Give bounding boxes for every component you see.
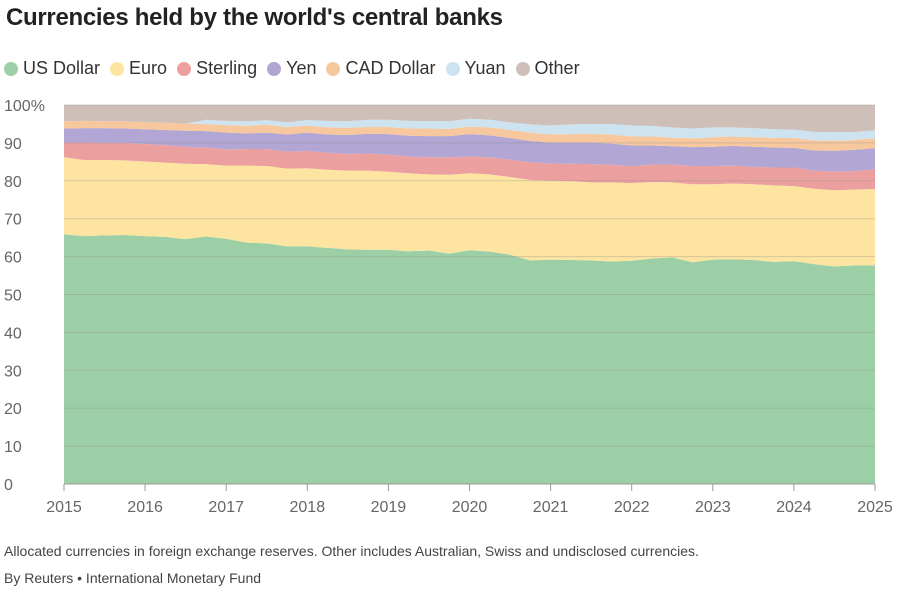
legend-swatch	[177, 61, 192, 76]
legend-label: Yen	[286, 58, 317, 78]
x-tick-label: 2019	[371, 499, 407, 516]
y-tick-label: 100%	[4, 98, 45, 115]
y-tick-label: 10	[4, 439, 22, 456]
legend-swatch	[267, 61, 282, 76]
chart-title: Currencies held by the world's central b…	[6, 4, 503, 31]
area-series-group	[64, 105, 875, 484]
legend-label: Sterling	[196, 58, 258, 78]
y-tick-label: 90	[4, 136, 22, 153]
x-tick-label: 2023	[695, 499, 731, 516]
grid-lines	[64, 104, 875, 485]
legend-item-yuan: Yuan	[445, 58, 506, 79]
legend-swatch	[4, 61, 18, 76]
legend-swatch	[445, 61, 460, 76]
area-euro	[64, 157, 875, 267]
x-tick-label: 2018	[290, 499, 326, 516]
x-tick-label: 2017	[208, 499, 244, 516]
x-tick-label: 2021	[533, 499, 569, 516]
x-tick-label: 2020	[452, 499, 488, 516]
area-us-dollar	[64, 234, 875, 484]
area-sterling	[64, 142, 875, 191]
legend-item-euro: Euro	[110, 58, 167, 79]
y-tick-label: 70	[4, 212, 22, 229]
chart-footnote: Allocated currencies in foreign exchange…	[4, 543, 699, 559]
legend-item-sterling: Sterling	[177, 58, 257, 79]
area-yen	[64, 128, 875, 172]
legend-label: Euro	[129, 58, 168, 78]
chart-source: By Reuters • International Monetary Fund	[4, 570, 262, 586]
x-tick-label: 2025	[857, 499, 893, 516]
x-tick-label: 2024	[776, 499, 812, 516]
y-tick-label: 50	[4, 288, 22, 305]
legend-label: Yuan	[464, 58, 506, 78]
legend-swatch	[326, 61, 341, 76]
stacked-area-chart: 0 10 20 30 40 50 60 70 80 90 100% 2015 2016 2017 2018 2…	[4, 98, 893, 516]
x-tick-label: 2022	[614, 499, 650, 516]
legend-label: CAD Dollar	[345, 58, 436, 78]
legend-item-other: Other	[515, 58, 580, 79]
x-tick-label: 2016	[127, 499, 163, 516]
y-tick-label: 30	[4, 363, 22, 380]
y-tick-label: 80	[4, 174, 22, 191]
y-tick-label: 40	[4, 325, 22, 342]
area-yuan	[64, 118, 875, 141]
area-other	[64, 105, 875, 133]
legend-label: US Dollar	[23, 58, 101, 78]
chart-legend: US Dollar Euro Sterling Yen CAD Dollar Yuan Ot…	[4, 58, 590, 79]
legend-label: Other	[534, 58, 580, 78]
area-cad-dollar	[64, 120, 875, 151]
legend-item-yen: Yen	[267, 58, 316, 79]
y-tick-label: 20	[4, 401, 22, 418]
x-tick-label: 2015	[46, 499, 82, 516]
y-tick-label: 0	[4, 477, 13, 494]
legend-item-us-dollar: US Dollar	[4, 58, 100, 79]
legend-swatch	[110, 61, 125, 76]
y-tick-label: 60	[4, 250, 22, 267]
legend-swatch	[515, 61, 530, 76]
legend-item-cad-dollar: CAD Dollar	[326, 58, 436, 79]
